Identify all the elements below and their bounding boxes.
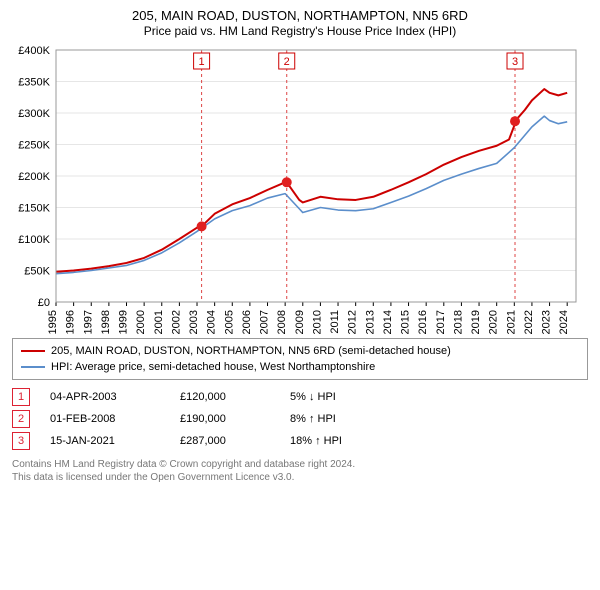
svg-text:£150K: £150K bbox=[18, 203, 50, 215]
svg-text:3: 3 bbox=[512, 56, 518, 68]
svg-text:2014: 2014 bbox=[382, 310, 394, 334]
chart-title: 205, MAIN ROAD, DUSTON, NORTHAMPTON, NN5… bbox=[12, 8, 588, 23]
svg-text:£100K: £100K bbox=[18, 234, 50, 246]
svg-text:2011: 2011 bbox=[329, 310, 341, 334]
legend-label: HPI: Average price, semi-detached house,… bbox=[51, 359, 375, 375]
chart-subtitle: Price paid vs. HM Land Registry's House … bbox=[12, 24, 588, 38]
svg-text:£200K: £200K bbox=[18, 171, 50, 183]
svg-text:2018: 2018 bbox=[452, 310, 464, 334]
event-pct: 18% ↑ HPI bbox=[290, 430, 390, 452]
event-pct: 5% ↓ HPI bbox=[290, 386, 390, 408]
svg-text:2004: 2004 bbox=[206, 310, 218, 334]
svg-text:2021: 2021 bbox=[505, 310, 517, 334]
svg-text:2017: 2017 bbox=[435, 310, 447, 334]
event-index: 1 bbox=[12, 388, 30, 406]
svg-text:2: 2 bbox=[284, 56, 290, 68]
event-price: £120,000 bbox=[180, 386, 270, 408]
legend-swatch bbox=[21, 350, 45, 352]
chart-svg: £0 £50K £100K £150K £200K £250K £300K £350K £400… bbox=[12, 44, 588, 334]
footer-attribution: Contains HM Land Registry data © Crown c… bbox=[12, 458, 588, 484]
legend-swatch bbox=[21, 366, 45, 368]
footer-line-1: Contains HM Land Registry data © Crown c… bbox=[12, 458, 588, 471]
svg-text:2020: 2020 bbox=[488, 310, 500, 334]
events-table: 1 04-APR-2003 £120,000 5% ↓ HPI 2 01-FEB-2008… bbox=[12, 386, 588, 452]
event-date: 04-APR-2003 bbox=[50, 386, 160, 408]
svg-text:2006: 2006 bbox=[241, 310, 253, 334]
svg-text:2008: 2008 bbox=[276, 310, 288, 334]
svg-text:1996: 1996 bbox=[65, 310, 77, 334]
legend-row: HPI: Average price, semi-detached house,… bbox=[21, 359, 579, 375]
line-chart: £0 £50K £100K £150K £200K £250K £300K £350K £400… bbox=[12, 44, 588, 334]
svg-text:2009: 2009 bbox=[294, 310, 306, 334]
event-row: 3 15-JAN-2021 £287,000 18% ↑ HPI bbox=[12, 430, 588, 452]
event-price: £287,000 bbox=[180, 430, 270, 452]
event-index: 3 bbox=[12, 432, 30, 450]
event-index: 2 bbox=[12, 410, 30, 428]
svg-text:2023: 2023 bbox=[541, 310, 553, 334]
event-row: 2 01-FEB-2008 £190,000 8% ↑ HPI bbox=[12, 408, 588, 430]
svg-text:2012: 2012 bbox=[347, 310, 359, 334]
svg-text:2003: 2003 bbox=[188, 310, 200, 334]
svg-text:2019: 2019 bbox=[470, 310, 482, 334]
svg-text:2013: 2013 bbox=[364, 310, 376, 334]
svg-text:1997: 1997 bbox=[82, 310, 94, 334]
svg-text:1999: 1999 bbox=[118, 310, 130, 334]
legend-label: 205, MAIN ROAD, DUSTON, NORTHAMPTON, NN5… bbox=[51, 343, 451, 359]
legend: 205, MAIN ROAD, DUSTON, NORTHAMPTON, NN5… bbox=[12, 338, 588, 380]
svg-text:2007: 2007 bbox=[259, 310, 271, 334]
svg-text:£350K: £350K bbox=[18, 77, 50, 89]
svg-text:£0: £0 bbox=[38, 297, 50, 309]
event-date: 01-FEB-2008 bbox=[50, 408, 160, 430]
svg-text:£300K: £300K bbox=[18, 108, 50, 120]
svg-text:2000: 2000 bbox=[135, 310, 147, 334]
svg-text:2005: 2005 bbox=[223, 310, 235, 334]
svg-text:2015: 2015 bbox=[400, 310, 412, 334]
svg-text:£50K: £50K bbox=[24, 266, 50, 278]
svg-text:2022: 2022 bbox=[523, 310, 535, 334]
event-price: £190,000 bbox=[180, 408, 270, 430]
chart-container: { "title": "205, MAIN ROAD, DUSTON, NORT… bbox=[0, 0, 600, 590]
svg-text:£400K: £400K bbox=[18, 45, 50, 57]
event-row: 1 04-APR-2003 £120,000 5% ↓ HPI bbox=[12, 386, 588, 408]
svg-text:2016: 2016 bbox=[417, 310, 429, 334]
svg-text:2010: 2010 bbox=[311, 310, 323, 334]
event-date: 15-JAN-2021 bbox=[50, 430, 160, 452]
svg-text:£250K: £250K bbox=[18, 140, 50, 152]
svg-text:1998: 1998 bbox=[100, 310, 112, 334]
svg-text:1: 1 bbox=[199, 56, 205, 68]
event-pct: 8% ↑ HPI bbox=[290, 408, 390, 430]
footer-line-2: This data is licensed under the Open Gov… bbox=[12, 471, 588, 484]
svg-text:1995: 1995 bbox=[47, 310, 59, 334]
svg-text:2002: 2002 bbox=[170, 310, 182, 334]
svg-text:2001: 2001 bbox=[153, 310, 165, 334]
legend-row: 205, MAIN ROAD, DUSTON, NORTHAMPTON, NN5… bbox=[21, 343, 579, 359]
svg-text:2024: 2024 bbox=[558, 310, 570, 334]
